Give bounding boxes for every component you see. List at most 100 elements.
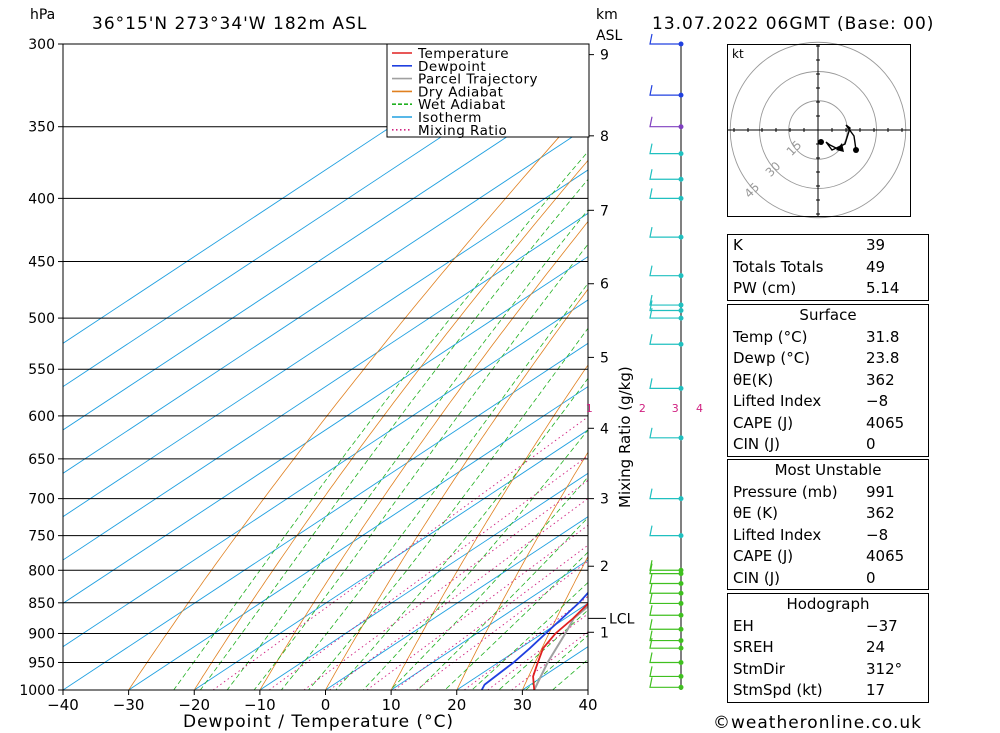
isotherm-line: [63, 212, 588, 561]
isotherm-line: [63, 82, 588, 431]
wet-adiabat-line: [280, 282, 588, 690]
surface-cin-row: CIN (J) 0: [733, 435, 876, 453]
hodograph-table-title: Hodograph: [786, 595, 870, 613]
wind-barb: [649, 560, 681, 571]
height-tick-label: 5: [600, 350, 609, 366]
hodograph-frame: [727, 44, 911, 217]
header-datetime: 13.07.2022 06GMT (Base: 00): [652, 14, 934, 34]
wind-barb: [649, 619, 681, 630]
wet-adiabat-line: [199, 178, 588, 690]
eh-row: EH −37: [733, 616, 898, 635]
storm-direction-row: StmDir 312°: [733, 659, 903, 678]
height-tick-label: 7: [600, 203, 609, 219]
mixing-ratio-label: 4: [696, 402, 703, 415]
pressure-tick-label: 750: [28, 529, 55, 545]
k-index-value: 39: [866, 236, 886, 254]
height-unit-label-km: km: [596, 7, 618, 23]
wind-barb: [649, 593, 681, 605]
mu-cin-row: CIN (J) 0: [733, 568, 876, 587]
wind-barb: [649, 334, 681, 345]
temperature-tick-label: 30: [513, 696, 532, 714]
x-axis-title: Dewpoint / Temperature (°C): [183, 712, 454, 732]
mixing-ratio-line: [329, 497, 588, 690]
mixing-ratio-line: [303, 479, 588, 690]
mixing-ratio-axis-title: Mixing Ratio (g/kg): [616, 366, 634, 508]
temperature-tick-label: 10: [382, 696, 401, 714]
height-tick-label: 9: [600, 48, 609, 64]
wind-barb: [649, 294, 681, 306]
height-unit-label-asl: ASL: [596, 28, 622, 44]
mu-pressure-row: Pressure (mb) 991: [733, 482, 895, 501]
pressure-tick-label: 350: [28, 120, 55, 136]
header-location: 36°15'N 273°34'W 182m ASL: [92, 14, 367, 34]
hodograph-trace: [825, 124, 857, 151]
isotherm-line: [127, 386, 588, 690]
surface-table: Surface Temp (°C) 31.8 Dewp (°C) 23.8 θE(K…: [727, 304, 929, 457]
plot-border: [62, 43, 589, 691]
sounding-profiles: [480, 591, 588, 690]
dry-adiabat-line: [128, 103, 588, 690]
wind-barb: [649, 677, 681, 688]
wind-barb: [649, 227, 681, 238]
wind-barb: [649, 638, 681, 649]
background-grid: [63, 0, 1000, 716]
isotherm-line: [390, 559, 588, 690]
wet-adiabat-line: [307, 327, 588, 690]
hodograph-table: Hodograph EH −37 SREH 24 StmDir 312° StmSpd…: [727, 593, 929, 703]
precipitable-water-value: 5.14: [866, 279, 900, 297]
isotherm-line: [63, 169, 588, 518]
k-index-row: K 39: [728, 235, 928, 257]
pressure-tick-label: 300: [28, 37, 55, 53]
dry-adiabat-line: [456, 451, 588, 690]
isotherm-line: [324, 516, 588, 690]
legend-item: Mixing Ratio: [418, 123, 507, 139]
temperature-line: [532, 602, 588, 690]
height-tick-label: 4: [600, 421, 609, 437]
wind-barb: [649, 169, 681, 180]
height-tick-label: 8: [600, 129, 609, 145]
wind-barb: [649, 652, 681, 664]
mixing-ratio-label: 3: [672, 402, 679, 415]
temperature-tick-label: 20: [447, 696, 466, 714]
mu-theta-row: θE (K) 362: [733, 504, 895, 522]
wind-barb: [649, 427, 681, 439]
mixing-ratio-label: 1: [586, 402, 593, 415]
wet-adiabat-line: [173, 150, 588, 690]
legend-item: Parcel Trajectory: [418, 72, 538, 88]
legend-item: Wet Adiabat: [418, 97, 506, 113]
pressure-tick-label: 400: [28, 191, 55, 207]
wind-barb: [649, 116, 681, 128]
wind-barb: [649, 33, 681, 45]
temperature-tick-label: −10: [244, 696, 276, 714]
isotherm-line: [63, 126, 588, 474]
wet-adiabat-line: [389, 476, 588, 690]
wind-barbs: [649, 33, 684, 690]
dry-adiabat-line: [977, 0, 1000, 716]
sreh-row: SREH 24: [733, 638, 886, 656]
hodograph-start-dot: [818, 139, 824, 145]
isotherm-line: [63, 256, 588, 604]
wind-barb: [649, 605, 681, 616]
mixing-ratio-line: [212, 416, 588, 690]
wind-barb: [649, 630, 681, 642]
pressure-tick-label: 550: [28, 362, 55, 378]
pressure-tick-label: 700: [28, 492, 55, 508]
legend-item: Isotherm: [418, 110, 482, 126]
isotherm-line: [63, 299, 588, 648]
wind-barb: [649, 265, 681, 277]
dry-adiabat-line: [325, 288, 588, 690]
dewpoint-line: [480, 591, 588, 690]
mixing-ratio-line: [268, 455, 588, 690]
wet-adiabat-line: [226, 209, 588, 690]
isotherm-line: [63, 44, 583, 388]
mixing-ratio-line: [394, 544, 588, 690]
wet-adiabat-line: [444, 551, 588, 690]
height-tick-label: 3: [600, 492, 609, 508]
mu-cape-row: CAPE (J) 4065: [733, 547, 905, 565]
precipitable-water-row: PW (cm) 5.14: [728, 278, 928, 300]
temperature-tick-label: −20: [178, 696, 210, 714]
wet-adiabat-line: [362, 429, 588, 690]
pressure-tick-label: 850: [28, 596, 55, 612]
